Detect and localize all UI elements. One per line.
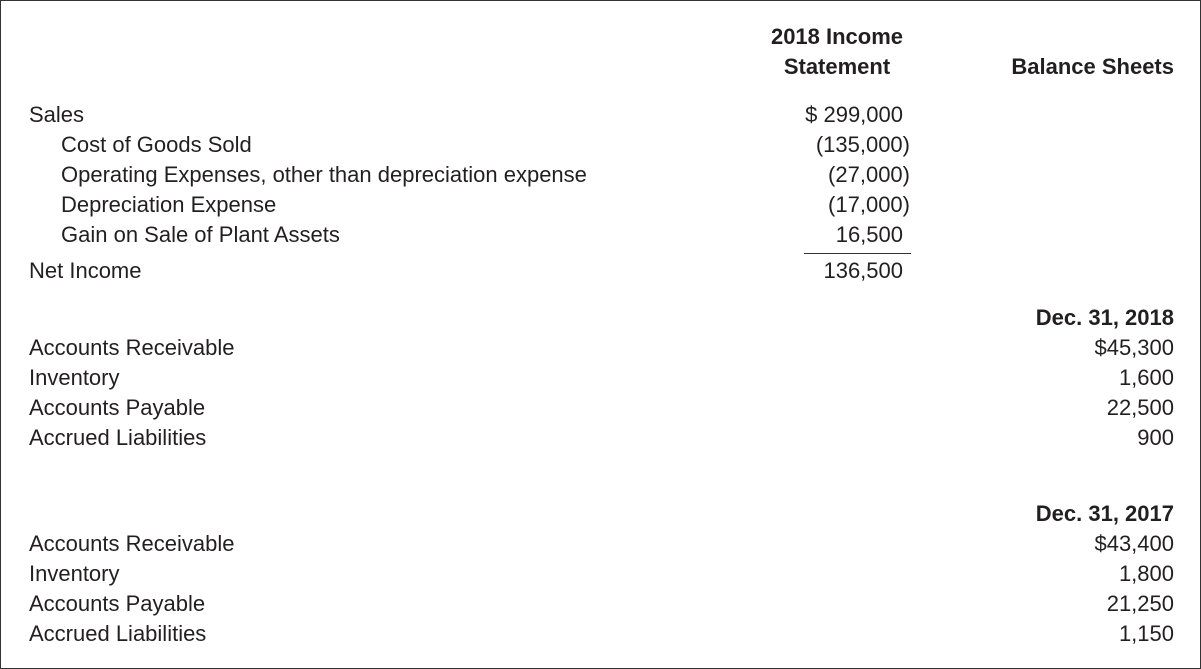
- income-row-label: Operating Expenses, other than depreciat…: [61, 162, 587, 187]
- balance-row-label: Accounts Receivable: [29, 531, 235, 556]
- income-row-value: (135,000): [815, 132, 910, 157]
- balance-row-value: $45,300: [1094, 335, 1174, 360]
- balance-row-value: 1,800: [1118, 561, 1174, 586]
- income-row-label: Depreciation Expense: [61, 192, 277, 217]
- income-row-value: $ 299,000: [805, 102, 903, 127]
- balance-row-label: Accounts Payable: [29, 395, 206, 420]
- balance-row-label: Inventory: [29, 365, 120, 390]
- total-underline: [804, 253, 911, 254]
- income-row-value: (17,000): [828, 192, 910, 217]
- balance-row-label: Inventory: [29, 561, 120, 586]
- balance-row-value: 1,600: [1118, 365, 1174, 390]
- income-row-label: Sales: [29, 102, 85, 127]
- balance-row-label: Accrued Liabilities: [29, 621, 207, 646]
- balance-row-value: 1,150: [1118, 621, 1174, 646]
- net-income-value: 136,500: [823, 258, 903, 283]
- balance-sheet-date: Dec. 31, 2018: [1035, 305, 1174, 330]
- income-header-line2: Statement: [783, 54, 891, 79]
- balance-header: Balance Sheets: [1011, 54, 1174, 79]
- balance-row-value: 21,250: [1106, 591, 1174, 616]
- balance-row-label: Accounts Receivable: [29, 335, 235, 360]
- net-income-label: Net Income: [29, 258, 142, 283]
- balance-row-label: Accounts Payable: [29, 591, 206, 616]
- balance-sheet-date: Dec. 31, 2017: [1035, 501, 1174, 526]
- income-header-line1: 2018 Income: [770, 24, 904, 49]
- income-row-value: (27,000): [828, 162, 910, 187]
- balance-row-value: $43,400: [1094, 531, 1174, 556]
- balance-row-label: Accrued Liabilities: [29, 425, 207, 450]
- balance-row-value: 900: [1137, 425, 1174, 450]
- income-row-label: Cost of Goods Sold: [61, 132, 252, 157]
- income-row-label: Gain on Sale of Plant Assets: [61, 222, 340, 247]
- income-row-value: 16,500: [835, 222, 903, 247]
- balance-row-value: 22,500: [1106, 395, 1174, 420]
